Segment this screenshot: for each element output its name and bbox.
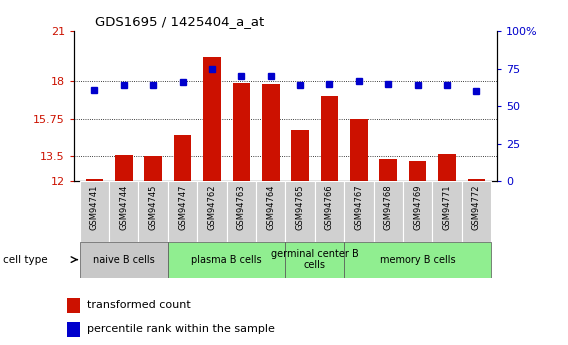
Text: GSM94766: GSM94766 xyxy=(325,184,334,230)
Text: GSM94765: GSM94765 xyxy=(295,184,304,230)
Text: plasma B cells: plasma B cells xyxy=(191,255,262,265)
Bar xyxy=(174,135,191,181)
Text: GSM94767: GSM94767 xyxy=(354,184,364,230)
Text: GDS1695 / 1425404_a_at: GDS1695 / 1425404_a_at xyxy=(95,16,264,29)
Text: GSM94762: GSM94762 xyxy=(207,184,216,230)
Bar xyxy=(432,181,462,241)
Bar xyxy=(67,298,80,313)
Text: GSM94744: GSM94744 xyxy=(119,184,128,229)
Bar xyxy=(374,181,403,241)
Text: transformed count: transformed count xyxy=(87,300,191,310)
Bar xyxy=(321,96,339,181)
Bar xyxy=(344,181,374,241)
Bar xyxy=(86,179,103,181)
Bar xyxy=(168,181,197,241)
Bar xyxy=(403,181,432,241)
Text: GSM94769: GSM94769 xyxy=(413,184,422,230)
Bar xyxy=(227,181,256,241)
Bar xyxy=(379,159,397,181)
Bar xyxy=(286,241,344,278)
Bar xyxy=(286,181,315,241)
Bar xyxy=(197,181,227,241)
Text: GSM94771: GSM94771 xyxy=(442,184,452,230)
Text: GSM94741: GSM94741 xyxy=(90,184,99,229)
Text: naive B cells: naive B cells xyxy=(93,255,154,265)
Text: GSM94772: GSM94772 xyxy=(472,184,481,230)
Text: percentile rank within the sample: percentile rank within the sample xyxy=(87,325,275,334)
Text: cell type: cell type xyxy=(3,255,48,265)
Bar xyxy=(409,161,427,181)
Bar xyxy=(168,241,285,278)
Bar xyxy=(291,130,309,181)
Bar xyxy=(232,83,250,181)
Text: GSM94768: GSM94768 xyxy=(384,184,392,230)
Text: GSM94745: GSM94745 xyxy=(149,184,158,229)
Bar xyxy=(80,241,168,278)
Bar xyxy=(139,181,168,241)
Bar xyxy=(438,154,456,181)
Bar xyxy=(262,83,279,181)
Bar xyxy=(144,156,162,181)
Bar xyxy=(109,181,139,241)
Text: memory B cells: memory B cells xyxy=(380,255,456,265)
Bar xyxy=(344,241,491,278)
Bar xyxy=(80,181,109,241)
Bar xyxy=(256,181,286,241)
Text: GSM94763: GSM94763 xyxy=(237,184,246,230)
Bar xyxy=(315,181,344,241)
Text: GSM94764: GSM94764 xyxy=(266,184,275,230)
Bar xyxy=(462,181,491,241)
Bar xyxy=(203,57,221,181)
Bar xyxy=(350,119,367,181)
Text: GSM94747: GSM94747 xyxy=(178,184,187,230)
Bar xyxy=(115,155,132,181)
Bar xyxy=(67,322,80,337)
Text: germinal center B
cells: germinal center B cells xyxy=(271,249,358,270)
Bar xyxy=(467,179,485,181)
